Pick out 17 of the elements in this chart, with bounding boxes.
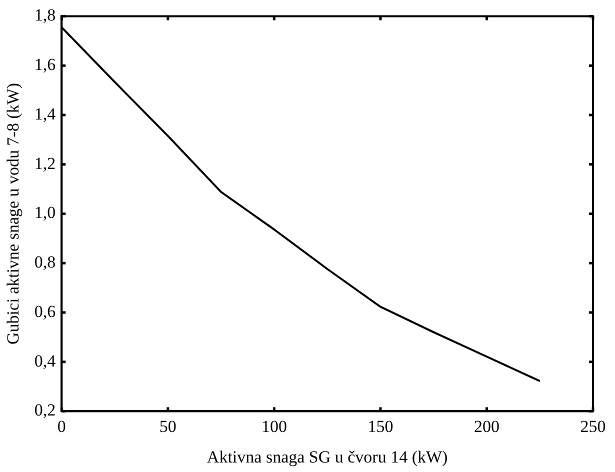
y-tick-label: 0,2: [34, 400, 56, 420]
y-tick-label: 0,6: [34, 302, 56, 321]
x-axis-title: Aktivna snaga SG u čvoru 14 (kW): [206, 447, 448, 466]
x-tick-label: 0: [57, 416, 66, 436]
x-tick-label: 250: [580, 416, 606, 436]
y-tick-label: 1,6: [34, 55, 56, 74]
y-tick-label: 1,2: [34, 154, 56, 173]
y-tick-label: 0,8: [34, 252, 56, 272]
y-tick-label: 1,4: [34, 104, 56, 124]
x-tick-label: 100: [261, 416, 287, 436]
y-tick-label: 1,8: [34, 6, 56, 25]
y-axis-title: Gubici aktivne snage u vodu 7-8 (kW): [4, 82, 23, 344]
y-tick-label: 1,0: [34, 203, 56, 222]
x-tick-label: 50: [159, 416, 176, 436]
y-tick-label: 0,4: [34, 351, 56, 370]
x-tick-label: 200: [474, 416, 500, 436]
x-tick-label: 150: [368, 416, 394, 436]
